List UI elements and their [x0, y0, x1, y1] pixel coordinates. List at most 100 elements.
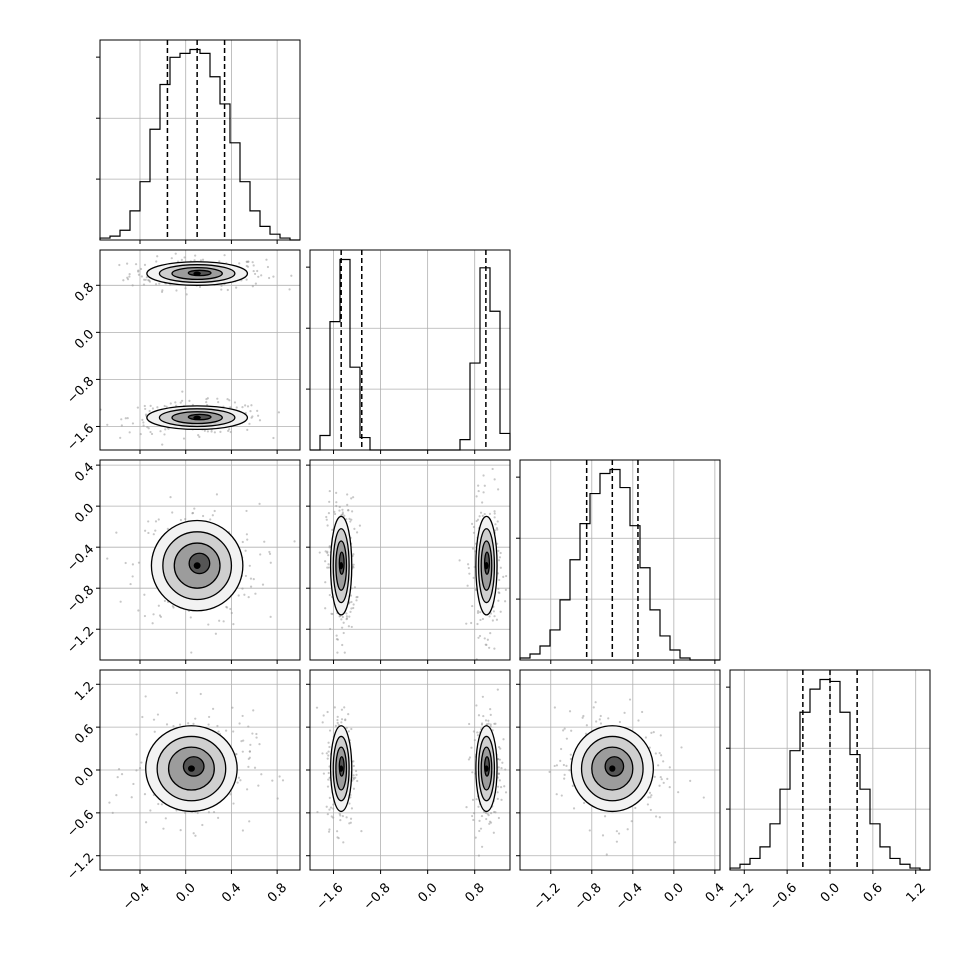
- sample-point: [345, 618, 348, 621]
- sample-point: [327, 741, 330, 744]
- sample-point: [324, 550, 327, 553]
- sample-point: [657, 764, 660, 767]
- sample-point: [340, 626, 344, 629]
- sample-point: [226, 288, 229, 292]
- sample-point: [475, 495, 478, 498]
- sample-point: [199, 259, 203, 262]
- sample-point: [468, 756, 472, 759]
- sample-point: [595, 720, 598, 723]
- sample-point: [167, 427, 170, 430]
- panel-frame: [309, 249, 511, 451]
- sample-point: [143, 793, 147, 796]
- sample-point: [563, 773, 566, 776]
- sample-point: [126, 417, 129, 420]
- sample-point: [339, 819, 342, 822]
- sample-point: [97, 731, 99, 733]
- sample-point: [120, 418, 123, 421]
- sample-point: [628, 698, 632, 701]
- sample-point: [106, 557, 109, 560]
- sample-point: [562, 729, 565, 732]
- sample-point: [504, 791, 508, 794]
- sample-point: [352, 760, 355, 763]
- sample-point: [134, 263, 138, 266]
- sample-point: [258, 419, 262, 422]
- panel-frame: [309, 459, 511, 661]
- sample-point: [487, 814, 490, 817]
- sample-point: [181, 390, 184, 393]
- sample-point: [347, 509, 350, 512]
- sample-point: [349, 594, 353, 597]
- sample-point: [346, 493, 349, 496]
- sample-point: [493, 510, 496, 513]
- sample-point: [241, 406, 244, 409]
- sample-point: [281, 779, 285, 782]
- sample-point: [345, 615, 349, 618]
- sample-point: [162, 827, 165, 830]
- sample-point: [486, 638, 489, 641]
- sample-point: [496, 785, 500, 788]
- sample-point: [220, 284, 223, 287]
- sample-point: [147, 520, 150, 523]
- sample-point: [321, 752, 324, 755]
- sample-point: [271, 779, 274, 782]
- sample-point: [349, 796, 352, 799]
- sample-point: [253, 766, 257, 769]
- sample-point: [131, 422, 135, 425]
- sample-point: [341, 511, 344, 514]
- scatter-panel-1-3: [309, 669, 511, 871]
- sample-point: [149, 430, 152, 434]
- sample-point: [187, 722, 190, 725]
- sample-point: [255, 736, 258, 739]
- x-tick-label: 1.2: [904, 880, 929, 905]
- sample-point: [126, 278, 130, 281]
- sample-point: [458, 559, 461, 562]
- x-tick-label: 0.6: [861, 880, 886, 905]
- sample-point: [156, 713, 160, 716]
- sample-point: [493, 516, 496, 519]
- y-tick-label: 0.6: [72, 722, 97, 747]
- sample-point: [190, 651, 193, 654]
- sample-point: [203, 429, 206, 432]
- x-tick-label: −1.2: [724, 880, 757, 913]
- sample-point: [327, 830, 331, 833]
- y-tick-label: −0.8: [64, 374, 97, 407]
- sample-point: [476, 662, 478, 664]
- x-tick-label: 0.8: [265, 880, 290, 905]
- sample-point: [649, 808, 652, 812]
- sample-point: [244, 574, 248, 578]
- sample-point: [658, 784, 661, 787]
- sample-point: [497, 591, 500, 594]
- sample-point: [659, 734, 662, 737]
- sample-point: [209, 518, 212, 521]
- sample-point: [140, 275, 143, 278]
- sample-point: [348, 517, 351, 520]
- sample-point: [157, 802, 160, 806]
- sample-point: [152, 613, 155, 616]
- sample-point: [487, 719, 490, 722]
- sample-point: [658, 751, 661, 755]
- sample-point: [471, 771, 474, 774]
- sample-point: [119, 436, 122, 439]
- sample-point: [352, 764, 355, 768]
- sample-point: [148, 409, 151, 413]
- sample-point: [470, 746, 473, 749]
- sample-point: [118, 263, 121, 267]
- sample-point: [328, 745, 331, 749]
- sample-point: [471, 798, 475, 801]
- sample-point: [163, 433, 166, 436]
- sample-point: [503, 785, 506, 788]
- sample-point: [206, 430, 210, 433]
- sample-point: [214, 632, 217, 635]
- sample-point: [471, 604, 474, 608]
- sample-point: [211, 514, 214, 517]
- scatter-panel-0-1: [99, 249, 301, 451]
- sample-point: [326, 757, 329, 760]
- sample-point: [476, 611, 480, 615]
- sample-point: [244, 549, 247, 552]
- sample-point: [502, 738, 505, 741]
- sample-point: [333, 510, 336, 513]
- sample-point: [248, 564, 251, 567]
- sample-point: [325, 515, 328, 519]
- sample-point: [245, 264, 248, 268]
- panel-content: [310, 460, 510, 664]
